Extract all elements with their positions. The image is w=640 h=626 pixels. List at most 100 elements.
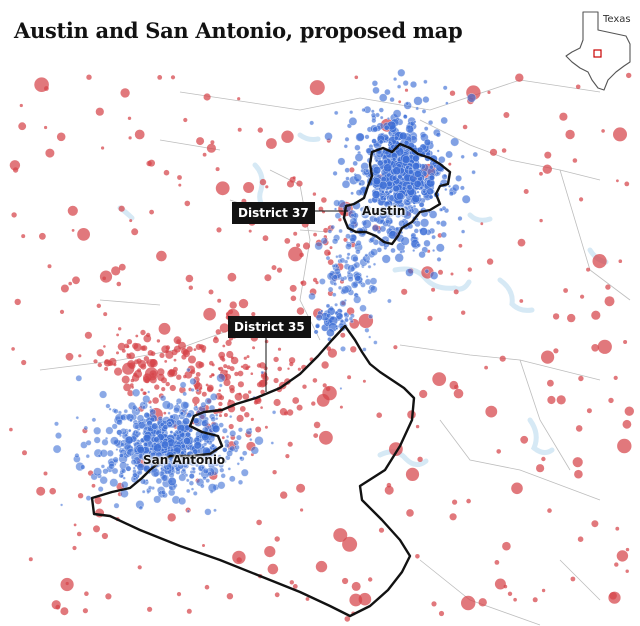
republican-dot (517, 238, 526, 247)
democratic-dot (420, 218, 430, 228)
democratic-dot (106, 449, 114, 457)
democratic-dot (334, 267, 341, 275)
democratic-dot (388, 189, 393, 194)
democratic-dot (132, 477, 137, 481)
democratic-dot (161, 440, 169, 449)
democratic-dot (424, 268, 430, 274)
democratic-dot (123, 409, 128, 414)
democratic-dot (372, 86, 380, 95)
republican-dot (22, 450, 27, 456)
democratic-dot (366, 259, 371, 264)
republican-dot (438, 610, 445, 617)
republican-dot (613, 127, 627, 142)
republican-dot (116, 281, 122, 287)
democratic-dot (178, 473, 187, 482)
democratic-dot (343, 298, 347, 302)
democratic-dot (344, 317, 349, 323)
republican-dot (184, 200, 191, 207)
republican-dot (192, 396, 200, 405)
republican-dot (140, 388, 144, 392)
democratic-dot (385, 238, 389, 242)
county-line (559, 559, 601, 601)
democratic-dot (426, 187, 434, 196)
democratic-dot (223, 459, 227, 464)
democratic-dot (378, 139, 384, 145)
democratic-dot (422, 96, 430, 104)
democratic-dot (129, 418, 133, 423)
republican-dot (149, 376, 157, 384)
democratic-dot (120, 442, 125, 447)
democratic-dot (178, 430, 182, 435)
republican-dot (228, 423, 234, 430)
republican-dot (195, 372, 201, 377)
republican-dot (256, 382, 263, 388)
republican-dot (211, 363, 215, 367)
democratic-dot (85, 439, 92, 446)
democratic-dot (405, 124, 414, 134)
democratic-dot (345, 243, 352, 250)
republican-dot (615, 526, 620, 531)
republican-dot (431, 601, 437, 607)
democratic-dot (182, 417, 190, 426)
republican-dot (157, 368, 165, 376)
republican-dot (431, 287, 436, 292)
democratic-dot (162, 424, 169, 430)
republican-dot (415, 554, 420, 559)
republican-dot (547, 395, 556, 405)
democratic-dot (192, 491, 198, 496)
democratic-dot (360, 168, 365, 173)
republican-dot (59, 309, 65, 314)
democratic-dot (435, 243, 445, 253)
democratic-dot (234, 444, 240, 450)
democratic-dot (348, 316, 354, 321)
county-line (179, 79, 601, 111)
democratic-dot (412, 154, 420, 162)
democratic-dot (359, 304, 367, 312)
republican-dot (547, 508, 552, 513)
democratic-dot (141, 455, 148, 462)
republican-dot (137, 565, 142, 570)
republican-dot (242, 393, 250, 400)
democratic-dot (452, 184, 460, 192)
republican-dot (484, 365, 488, 370)
republican-dot (77, 493, 84, 499)
republican-dot (221, 436, 225, 440)
republican-dot (333, 528, 348, 543)
republican-dot (289, 580, 294, 585)
republican-dot (329, 246, 333, 250)
democratic-dot (334, 110, 339, 116)
democratic-dot (379, 93, 388, 102)
republican-dot (101, 146, 105, 150)
democratic-dot (115, 448, 119, 451)
republican-dot (173, 358, 177, 362)
democratic-dot (111, 467, 119, 475)
republican-dot (626, 72, 632, 79)
republican-dot (218, 351, 226, 359)
republican-dot (202, 152, 207, 157)
republican-dot (9, 160, 21, 171)
democratic-dot (378, 107, 384, 113)
democratic-dot (436, 257, 442, 262)
democratic-dot (108, 407, 112, 411)
republican-dot (96, 349, 105, 357)
democratic-dot (402, 210, 412, 220)
democratic-dot (369, 285, 378, 294)
democratic-dot (237, 479, 244, 485)
republican-dot (28, 557, 33, 562)
democratic-dot (177, 462, 184, 470)
democratic-dot (368, 335, 372, 339)
democratic-dot (178, 497, 187, 505)
republican-dot (156, 250, 167, 262)
democratic-dot (347, 276, 354, 282)
democratic-dot (382, 159, 388, 165)
republican-dot (225, 339, 232, 346)
democratic-dot (331, 264, 336, 268)
republican-dot (252, 346, 256, 350)
democratic-dot (201, 419, 209, 427)
republican-dot (51, 600, 61, 610)
republican-dot (177, 175, 182, 180)
republican-dot (290, 295, 297, 302)
republican-dot (77, 228, 90, 241)
republican-dot (339, 405, 343, 409)
republican-dot (45, 148, 55, 158)
